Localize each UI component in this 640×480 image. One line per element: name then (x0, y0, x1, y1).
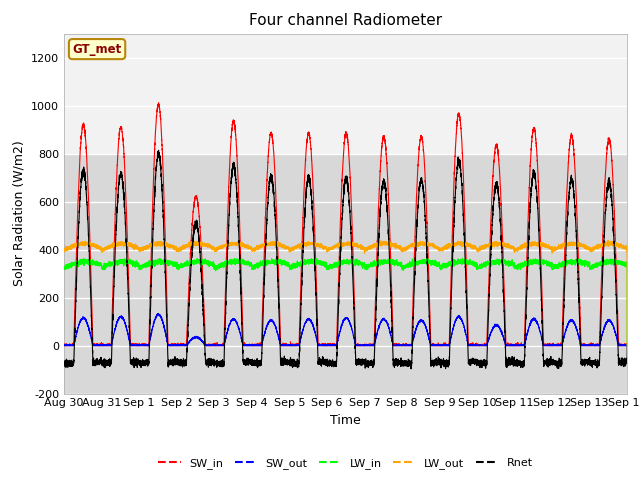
Title: Four channel Radiometer: Four channel Radiometer (249, 13, 442, 28)
Bar (64, 34, 627, 154)
X-axis label: Time: Time (330, 414, 361, 427)
Y-axis label: Solar Radiation (W/m2): Solar Radiation (W/m2) (12, 141, 26, 287)
Bar (64, 154, 627, 394)
Legend: SW_in, SW_out, LW_in, LW_out, Rnet: SW_in, SW_out, LW_in, LW_out, Rnet (154, 453, 537, 473)
Text: GT_met: GT_met (72, 43, 122, 56)
